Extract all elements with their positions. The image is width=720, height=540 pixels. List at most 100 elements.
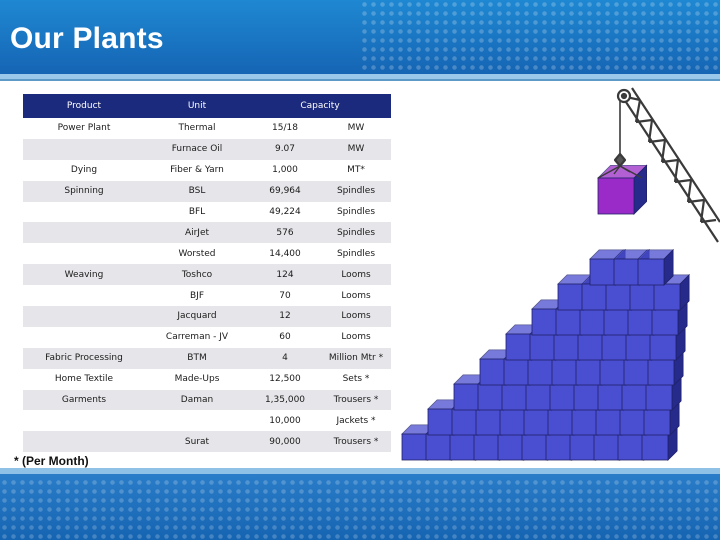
cell-capacity-unit: MW — [321, 138, 391, 160]
cell-capacity-unit: Spindles — [321, 243, 391, 265]
crane-stacking-cubes-icon — [401, 87, 720, 461]
cell-unit: Fiber & Yarn — [145, 159, 249, 181]
cell-unit: Worsted — [145, 243, 249, 265]
table-row: 10,000 Jackets * — [23, 410, 391, 432]
table-row: BFL 49,224 Spindles — [23, 201, 391, 223]
table-body: Power Plant Thermal 15/18 MW Furnace Oil 9.07… — [23, 118, 391, 453]
footer-band — [0, 468, 720, 540]
cell-unit: Made-Ups — [145, 368, 249, 390]
cell-capacity: 10,000 — [249, 410, 321, 432]
cell-capacity: 14,400 — [249, 243, 321, 265]
cell-product: Spinning — [23, 180, 145, 202]
cell-capacity-unit: Looms — [321, 264, 391, 286]
table-row: Jacquard 12 Looms — [23, 306, 391, 327]
header-divider-dark — [0, 79, 720, 81]
cell-capacity: 15/18 — [249, 118, 321, 139]
cell-capacity-unit: Trousers * — [321, 431, 391, 453]
cell-capacity-unit: Looms — [321, 326, 391, 348]
table-row: AirJet 576 Spindles — [23, 222, 391, 244]
plants-table: Product Unit Capacity Power Plant Thermal… — [23, 94, 391, 453]
cell-product — [23, 201, 145, 223]
cube-block — [597, 164, 648, 215]
cell-capacity: 90,000 — [249, 431, 321, 453]
footer-dot-pattern — [0, 478, 720, 540]
cell-capacity: 1,000 — [249, 159, 321, 181]
table-row: BJF 70 Looms — [23, 285, 391, 307]
footer-divider — [0, 468, 720, 474]
table-row: Power Plant Thermal 15/18 MW — [23, 118, 391, 139]
table-row: Dying Fiber & Yarn 1,000 MT* — [23, 159, 391, 181]
header-product: Product — [23, 94, 145, 118]
cell-capacity-unit: Spindles — [321, 201, 391, 223]
header-capacity: Capacity — [249, 94, 391, 118]
cell-capacity: 9.07 — [249, 138, 321, 160]
cell-product: Garments — [23, 389, 145, 411]
cell-capacity-unit: MW — [321, 118, 391, 139]
cell-capacity-unit: Looms — [321, 306, 391, 327]
cell-unit: Furnace Oil — [145, 138, 249, 160]
table-row: Garments Daman 1,35,000 Trousers * — [23, 389, 391, 411]
cell-unit — [145, 410, 249, 432]
table-header-row: Product Unit Capacity — [23, 94, 391, 118]
cell-capacity: 69,964 — [249, 180, 321, 202]
cell-unit: AirJet — [145, 222, 249, 244]
cell-product — [23, 285, 145, 307]
table-row: Weaving Toshco 124 Looms — [23, 264, 391, 286]
cell-capacity-unit: MT* — [321, 159, 391, 181]
cell-product — [23, 431, 145, 453]
header-band: Our Plants — [0, 0, 720, 74]
page-title: Our Plants — [10, 22, 164, 55]
cell-product: Power Plant — [23, 118, 145, 139]
cell-product — [23, 306, 145, 327]
table-row: Surat 90,000 Trousers * — [23, 431, 391, 453]
footnote: * (Per Month) — [14, 454, 89, 468]
cell-capacity-unit: Spindles — [321, 222, 391, 244]
header-unit: Unit — [145, 94, 249, 118]
cell-capacity: 70 — [249, 285, 321, 307]
cell-capacity-unit: Trousers * — [321, 389, 391, 411]
cell-capacity-unit: Jackets * — [321, 410, 391, 432]
cell-capacity: 1,35,000 — [249, 389, 321, 411]
cell-product: Home Textile — [23, 368, 145, 390]
cell-capacity-unit: Spindles — [321, 180, 391, 202]
cell-capacity: 12,500 — [249, 368, 321, 390]
cell-product — [23, 410, 145, 432]
cell-product — [23, 243, 145, 265]
cell-unit: Surat — [145, 431, 249, 453]
table-row: Fabric Processing BTM 4 Million Mtr * — [23, 347, 391, 369]
cell-capacity: 49,224 — [249, 201, 321, 223]
cell-product — [23, 222, 145, 244]
cell-unit: Thermal — [145, 118, 249, 139]
cell-unit: BTM — [145, 347, 249, 369]
cell-unit: BSL — [145, 180, 249, 202]
cell-capacity-unit: Million Mtr * — [321, 347, 391, 369]
cell-capacity: 60 — [249, 326, 321, 348]
cell-product: Fabric Processing — [23, 347, 145, 369]
cell-capacity-unit: Looms — [321, 285, 391, 307]
table-row: Home Textile Made-Ups 12,500 Sets * — [23, 368, 391, 390]
header-dot-pattern — [360, 0, 720, 74]
crane-illustration — [400, 82, 720, 468]
header-divider — [0, 74, 720, 79]
cell-product — [23, 326, 145, 348]
cell-unit: Daman — [145, 389, 249, 411]
cell-unit: Carreman - JV — [145, 326, 249, 348]
cell-product: Weaving — [23, 264, 145, 286]
table-row: Furnace Oil 9.07 MW — [23, 138, 391, 160]
plants-table-container: Product Unit Capacity Power Plant Thermal… — [23, 94, 391, 453]
cell-capacity: 124 — [249, 264, 321, 286]
cell-unit: BFL — [145, 201, 249, 223]
cell-unit: Jacquard — [145, 306, 249, 327]
cell-capacity: 576 — [249, 222, 321, 244]
table-row: Carreman - JV 60 Looms — [23, 326, 391, 348]
cell-unit: BJF — [145, 285, 249, 307]
cube-block — [637, 248, 675, 286]
cell-capacity: 4 — [249, 347, 321, 369]
cell-unit: Toshco — [145, 264, 249, 286]
cell-capacity: 12 — [249, 306, 321, 327]
table-row: Spinning BSL 69,964 Spindles — [23, 180, 391, 202]
cell-product: Dying — [23, 159, 145, 181]
cell-capacity-unit: Sets * — [321, 368, 391, 390]
table-row: Worsted 14,400 Spindles — [23, 243, 391, 265]
cell-product — [23, 138, 145, 160]
